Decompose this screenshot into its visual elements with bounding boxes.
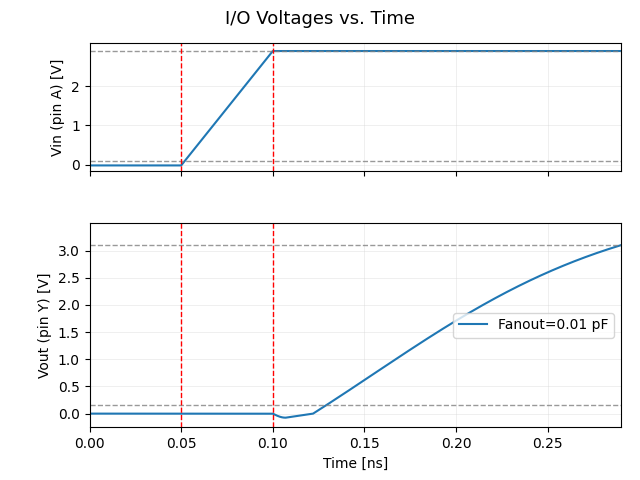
Fanout=0.01 pF bbox=[344, 388, 352, 394]
Fanout=0.01 pF bbox=[86, 411, 93, 417]
Text: I/O Voltages vs. Time: I/O Voltages vs. Time bbox=[225, 10, 415, 28]
Fanout=0.01 pF bbox=[282, 415, 289, 420]
Fanout=0.01 pF bbox=[602, 247, 609, 253]
Y-axis label: Vin (pin A) [V]: Vin (pin A) [V] bbox=[51, 58, 65, 156]
Fanout=0.01 pF bbox=[602, 247, 609, 253]
Y-axis label: Vout (pin Y) [V]: Vout (pin Y) [V] bbox=[38, 273, 52, 378]
Fanout=0.01 pF bbox=[504, 288, 512, 294]
Line: Fanout=0.01 pF: Fanout=0.01 pF bbox=[90, 245, 621, 418]
X-axis label: Time [ns]: Time [ns] bbox=[323, 456, 388, 470]
Fanout=0.01 pF bbox=[330, 397, 338, 403]
Legend: Fanout=0.01 pF: Fanout=0.01 pF bbox=[453, 313, 614, 338]
Fanout=0.01 pF bbox=[617, 242, 625, 248]
Fanout=0.01 pF bbox=[113, 411, 120, 417]
